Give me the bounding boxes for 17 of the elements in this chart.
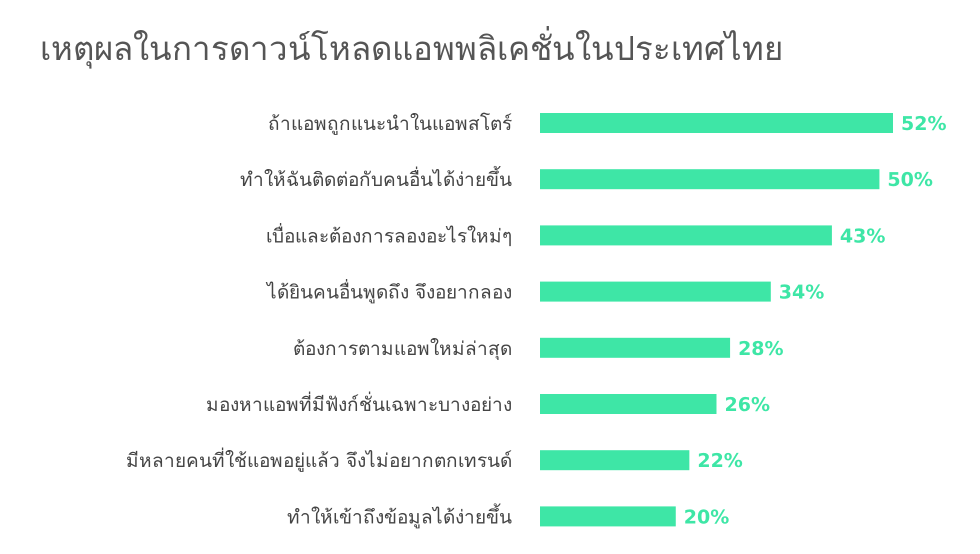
y-tick-label: มองหาแอพที่มีฟังก์ชั่นเฉพาะบางอย่าง — [206, 391, 512, 416]
y-tick-label: เบื่อและต้องการลองอะไรใหม่ๆ — [266, 222, 512, 248]
data-label: 34% — [778, 282, 824, 304]
y-tick-label: ถ้าแอพถูกแนะนำในแอพสโตร์ — [268, 112, 512, 135]
data-label: 20% — [684, 506, 730, 528]
data-label: 50% — [887, 169, 933, 192]
y-tick-label: มีหลายคนที่ใช้แอพอยู่แล้ว จึงไม่อยากตกเทรนด์ — [126, 447, 512, 472]
y-tick-label: ต้องการตามแอพใหม่ล่าสุด — [293, 338, 512, 361]
data-label: 22% — [697, 450, 743, 472]
data-label: 26% — [724, 394, 770, 416]
data-label: 28% — [738, 338, 784, 360]
chart-title: เหตุผลในการดาวน์โหลดแอพพลิเคชั่นในประเทศไทย — [40, 26, 783, 69]
data-label: 43% — [840, 225, 886, 248]
data-label: 52% — [901, 113, 946, 135]
y-tick-label: ทำให้ฉันติดต่อกับคนอื่นได้ง่ายขึ้น — [240, 166, 512, 192]
y-tick-label: ได้ยินคนอื่นพูดถึง จึงอยากลอง — [264, 278, 512, 304]
y-tick-label: ทำให้เข้าถึงข้อมูลได้ง่ายขึ้น — [287, 503, 512, 528]
